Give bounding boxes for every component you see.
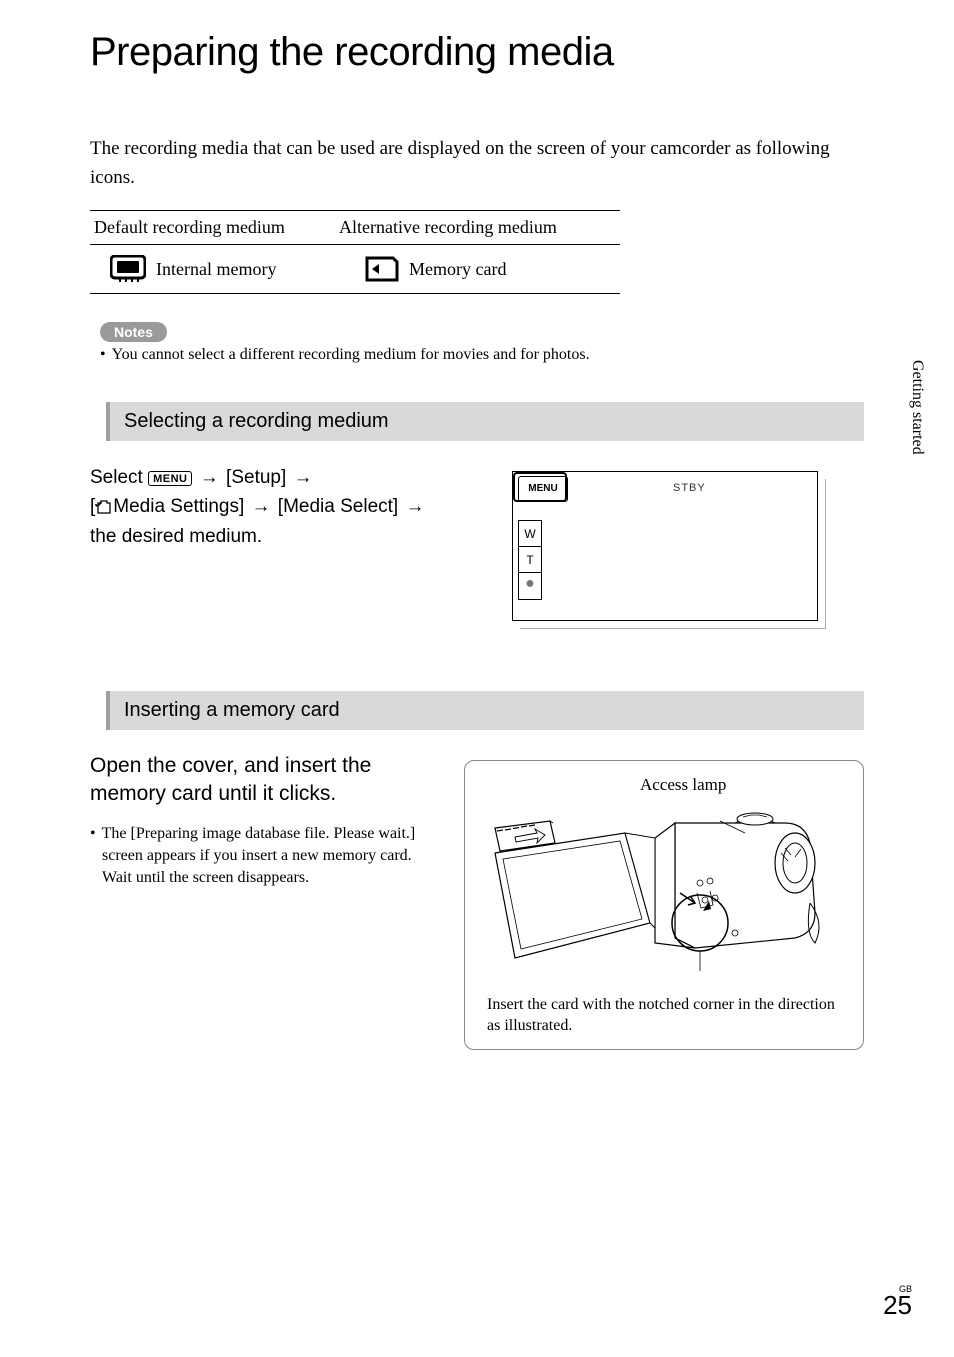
- menu-button-icon: MENU: [148, 471, 192, 486]
- camera-illustration: [475, 793, 855, 973]
- intro-text: The recording media that can be used are…: [90, 135, 864, 192]
- section-inserting: Inserting a memory card: [106, 691, 864, 730]
- insert-caption: Insert the card with the notched corner …: [487, 994, 847, 1037]
- memory-card-label: Memory card: [409, 259, 506, 280]
- media-table: Default recording medium Alternative rec…: [90, 210, 620, 294]
- header-default: Default recording medium: [90, 211, 335, 244]
- side-tab: Getting started: [908, 360, 926, 455]
- internal-memory-icon: [110, 255, 146, 283]
- header-alt: Alternative recording medium: [335, 211, 620, 244]
- notes-pill: Notes: [100, 322, 167, 342]
- screen-zoom-stack: W T ●: [518, 520, 542, 600]
- page-title: Preparing the recording media: [90, 30, 864, 75]
- insert-note: The [Preparing image database file. Plea…: [90, 823, 434, 890]
- access-lamp-label: Access lamp: [640, 775, 726, 795]
- media-settings-icon: [95, 499, 113, 515]
- memory-card-icon: [365, 256, 399, 282]
- page-number: GB 25: [883, 1284, 912, 1321]
- select-instructions: Select MENU → [Setup] → [Media Settings]…: [90, 463, 450, 631]
- screen-stby: STBY: [673, 482, 706, 494]
- screen-figure: MENU STBY W T ●: [512, 471, 832, 631]
- screen-menu-button: MENU: [518, 476, 568, 502]
- insert-heading: Open the cover, and insert the memory ca…: [90, 752, 434, 809]
- camera-figure: Access lamp: [464, 760, 864, 1050]
- note-1: You cannot select a different recording …: [90, 346, 864, 364]
- internal-memory-label: Internal memory: [156, 259, 276, 280]
- section-selecting: Selecting a recording medium: [106, 402, 864, 441]
